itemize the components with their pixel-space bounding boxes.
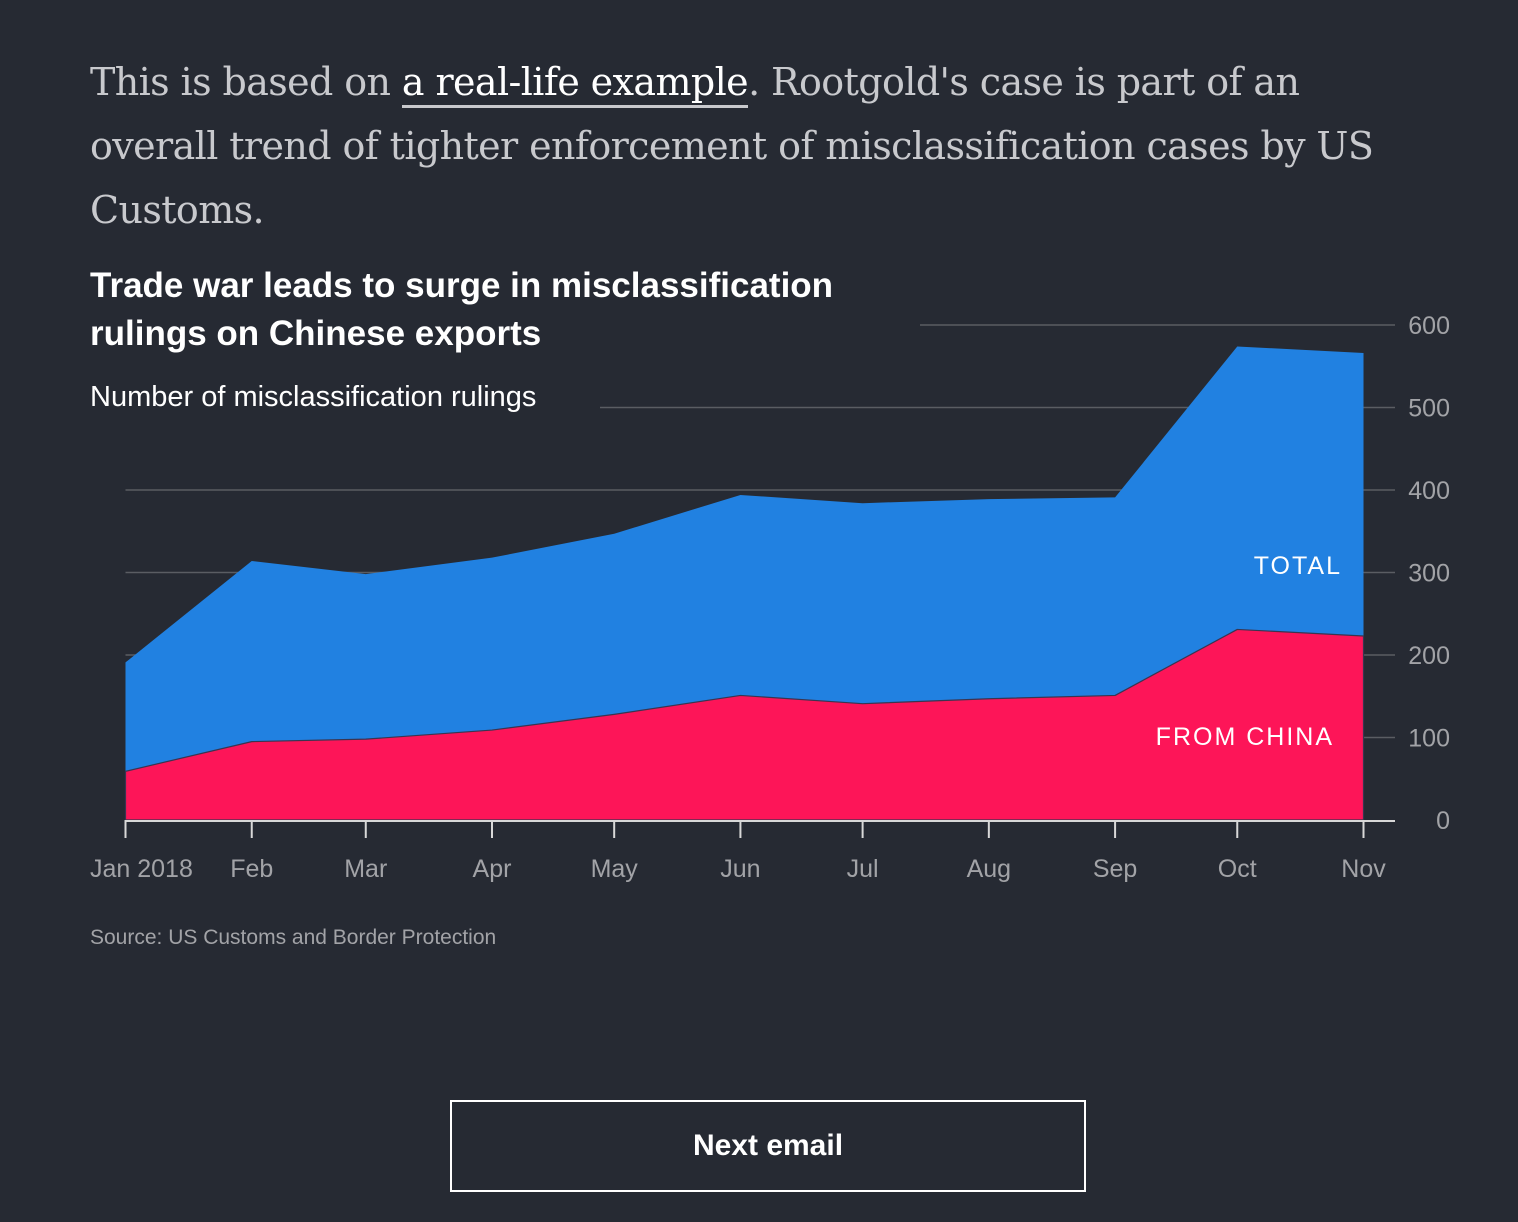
series-label-total: TOTAL	[1254, 552, 1342, 580]
x-tick-label-6: Jul	[847, 855, 879, 883]
y-tick-label-0: 0	[1436, 807, 1450, 835]
y-tick-label-500: 500	[1408, 395, 1450, 423]
x-tick-label-8: Sep	[1093, 855, 1137, 883]
series-areas	[124, 346, 1365, 821]
y-tick-label-300: 300	[1408, 560, 1450, 588]
x-tick-label-10: Nov	[1341, 855, 1386, 883]
chart-title: Trade war leads to surge in misclassific…	[90, 266, 834, 353]
y-tick-label-100: 100	[1408, 725, 1450, 753]
x-tick-label-1: Feb	[230, 855, 273, 883]
y-tick-label-200: 200	[1408, 642, 1450, 670]
labels: 0 100 200 300 400 500 600 Jan 2018 Feb Mar Apr May J…	[90, 312, 1450, 883]
next-email-button[interactable]: Next email	[450, 1100, 1086, 1192]
area-from-china	[124, 628, 1365, 821]
x-axis	[124, 820, 1395, 838]
real-life-example-link[interactable]: a real-life example	[401, 60, 749, 108]
x-tick-label-3: Apr	[473, 855, 512, 883]
intro-text-before: This is based on	[90, 60, 402, 104]
x-tick-label-0: Jan 2018	[90, 855, 193, 883]
x-tick-label-4: May	[591, 855, 639, 883]
intro-text-after: . Rootgold's case is part of an overall …	[90, 60, 1374, 232]
x-tick-label-7: Aug	[967, 855, 1011, 883]
intro-paragraph: This is based on a real-life example. Ro…	[90, 50, 1390, 242]
x-tick-label-2: Mar	[344, 855, 387, 883]
source-note: Source: US Customs and Border Protection	[90, 926, 497, 949]
x-tick-label-9: Oct	[1218, 855, 1257, 883]
series-label-from-china: FROM CHINA	[1156, 723, 1334, 751]
chart-subtitle: Number of misclassification rulings	[90, 381, 537, 413]
y-tick-label-400: 400	[1408, 477, 1450, 505]
x-tick-label-5: Jun	[720, 855, 760, 883]
y-tick-label-600: 600	[1408, 312, 1450, 340]
